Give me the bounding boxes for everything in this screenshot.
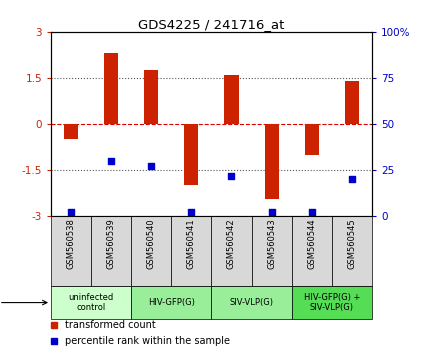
FancyBboxPatch shape: [51, 216, 91, 286]
Point: [268, 210, 275, 215]
Point: [348, 176, 355, 182]
Point: [228, 173, 235, 178]
Bar: [184, 124, 198, 185]
FancyBboxPatch shape: [171, 216, 211, 286]
Text: GSM560544: GSM560544: [307, 218, 316, 269]
Bar: [144, 70, 158, 124]
FancyBboxPatch shape: [252, 216, 292, 286]
FancyBboxPatch shape: [292, 286, 372, 319]
FancyBboxPatch shape: [211, 286, 292, 319]
FancyBboxPatch shape: [211, 216, 252, 286]
Point: [108, 158, 115, 164]
Text: GSM560541: GSM560541: [187, 218, 196, 269]
Bar: [104, 53, 118, 124]
Text: GSM560540: GSM560540: [147, 218, 156, 269]
Bar: [224, 75, 238, 124]
Bar: [305, 124, 319, 155]
Bar: [345, 81, 359, 124]
FancyBboxPatch shape: [51, 286, 131, 319]
Bar: [265, 124, 279, 199]
Text: GSM560538: GSM560538: [67, 218, 76, 269]
Text: HIV-GFP(G) +
SIV-VLP(G): HIV-GFP(G) + SIV-VLP(G): [303, 293, 360, 312]
Text: GSM560542: GSM560542: [227, 218, 236, 269]
Text: GSM560539: GSM560539: [107, 218, 116, 269]
Point: [188, 210, 195, 215]
FancyBboxPatch shape: [292, 216, 332, 286]
FancyBboxPatch shape: [131, 286, 211, 319]
Text: transformed count: transformed count: [65, 320, 156, 330]
Point: [148, 164, 155, 169]
Text: GSM560545: GSM560545: [347, 218, 356, 269]
Text: HIV-GFP(G): HIV-GFP(G): [148, 298, 195, 307]
Point: [68, 210, 74, 215]
Bar: [64, 124, 78, 139]
FancyBboxPatch shape: [91, 216, 131, 286]
Text: GSM560543: GSM560543: [267, 218, 276, 269]
Text: percentile rank within the sample: percentile rank within the sample: [65, 336, 230, 346]
FancyBboxPatch shape: [131, 216, 171, 286]
FancyBboxPatch shape: [332, 216, 372, 286]
Text: uninfected
control: uninfected control: [68, 293, 114, 312]
Title: GDS4225 / 241716_at: GDS4225 / 241716_at: [138, 18, 285, 31]
Point: [308, 210, 315, 215]
Text: SIV-VLP(G): SIV-VLP(G): [230, 298, 274, 307]
